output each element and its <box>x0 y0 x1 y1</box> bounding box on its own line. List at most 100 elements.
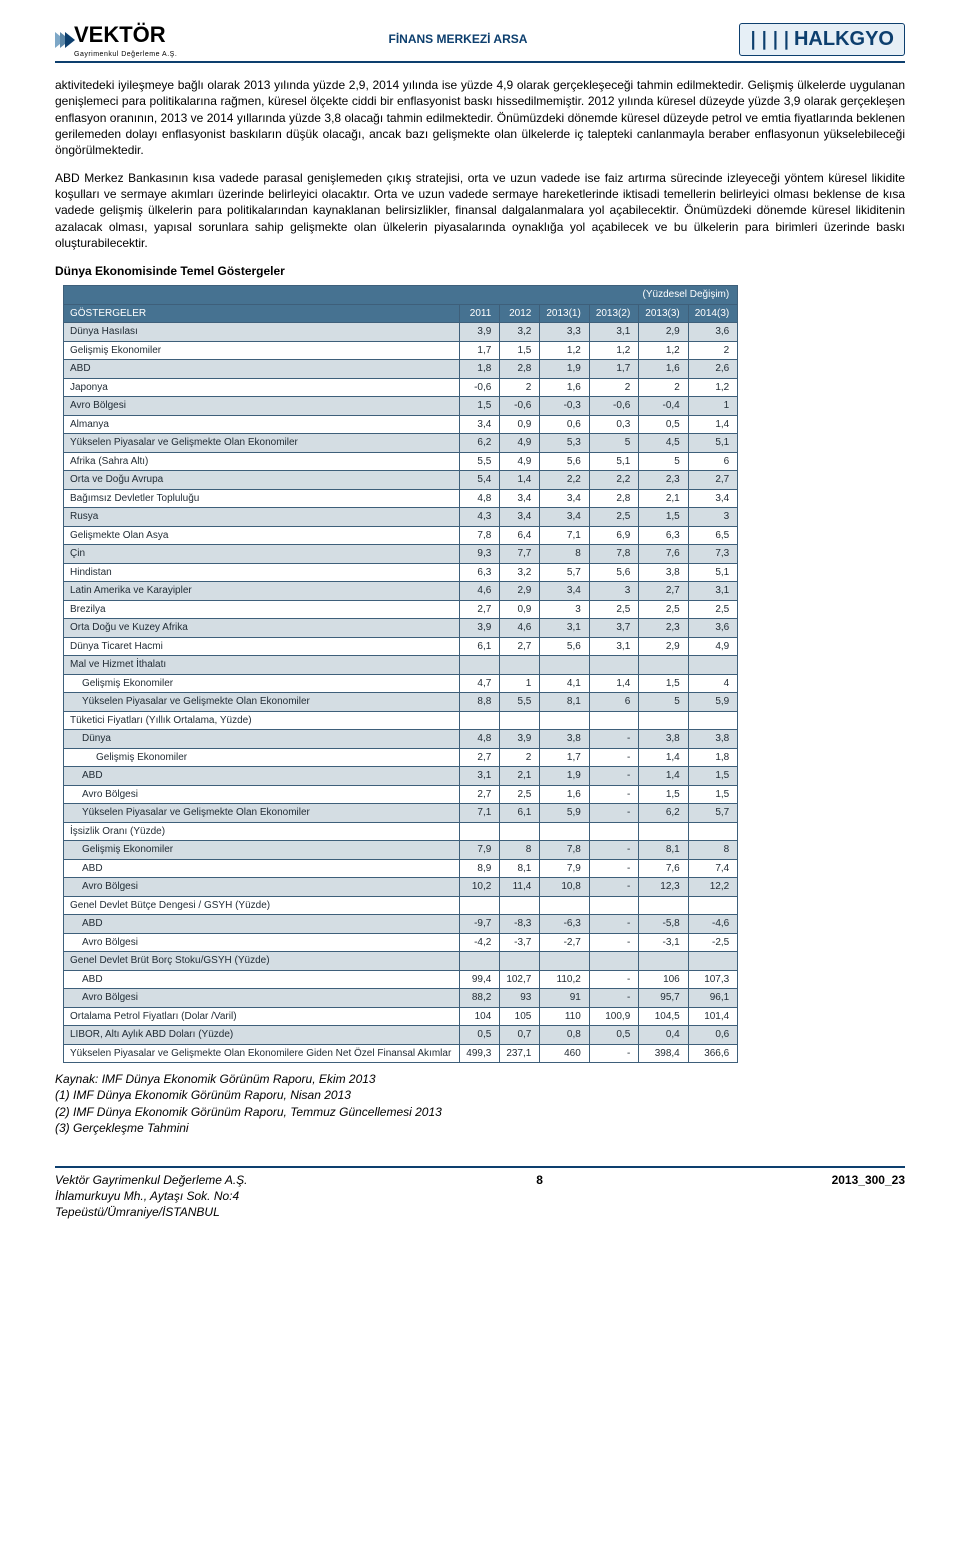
cell-value: 2,2 <box>589 471 638 490</box>
cell-value <box>688 952 737 971</box>
cell-value: 6,5 <box>688 526 737 545</box>
cell-value: 2,8 <box>500 360 540 379</box>
cell-value: 0,5 <box>460 1026 500 1045</box>
row-label: Orta ve Doğu Avrupa <box>64 471 460 490</box>
cell-value: 4,8 <box>460 730 500 749</box>
row-label: Almanya <box>64 415 460 434</box>
cell-value: 6,1 <box>460 637 500 656</box>
cell-value: 2,5 <box>639 600 688 619</box>
cell-value: 2 <box>688 341 737 360</box>
cell-value: -0,6 <box>460 378 500 397</box>
cell-value: - <box>589 933 638 952</box>
row-label: Latin Amerika ve Karayipler <box>64 582 460 601</box>
table-row: Avro Bölgesi88,29391-95,796,1 <box>64 989 738 1008</box>
cell-value: 110,2 <box>540 970 589 989</box>
cell-value: 2,5 <box>589 508 638 527</box>
cell-value: - <box>589 878 638 897</box>
table-row: İşsizlik Oranı (Yüzde) <box>64 822 738 841</box>
row-label: ABD <box>64 970 460 989</box>
row-label: Mal ve Hizmet İthalatı <box>64 656 460 675</box>
row-label: Yükselen Piyasalar ve Gelişmekte Olan Ek… <box>64 693 460 712</box>
cell-value <box>500 822 540 841</box>
cell-value: 7,8 <box>589 545 638 564</box>
cell-value: 6,1 <box>500 804 540 823</box>
cell-value: 6 <box>688 452 737 471</box>
table-row: Orta ve Doğu Avrupa5,41,42,22,22,32,7 <box>64 471 738 490</box>
cell-value: 0,6 <box>540 415 589 434</box>
cell-value: -4,6 <box>688 915 737 934</box>
cell-value: 5 <box>639 452 688 471</box>
cell-value <box>639 952 688 971</box>
row-label: Tüketici Fiyatları (Yıllık Ortalama, Yüz… <box>64 711 460 730</box>
cell-value: 1,4 <box>500 471 540 490</box>
cell-value: -3,1 <box>639 933 688 952</box>
cell-value: 3 <box>688 508 737 527</box>
column-header: 2012 <box>500 304 540 323</box>
page-number: 8 <box>536 1172 543 1221</box>
row-label: Gelişmiş Ekonomiler <box>64 341 460 360</box>
row-label: Yükselen Piyasalar ve Gelişmekte Olan Ek… <box>64 804 460 823</box>
cell-value: 3,9 <box>500 730 540 749</box>
table-row: ABD-9,7-8,3-6,3--5,8-4,6 <box>64 915 738 934</box>
left-brand-sub: Gayrimenkul Değerleme A.Ş. <box>74 50 177 59</box>
cell-value: 3,8 <box>688 730 737 749</box>
cell-value: 1,4 <box>639 748 688 767</box>
cell-value: 1,5 <box>460 397 500 416</box>
column-header: GÖSTERGELER <box>64 304 460 323</box>
cell-value: 5,1 <box>688 563 737 582</box>
cell-value: 110 <box>540 1007 589 1026</box>
cell-value: 8,1 <box>639 841 688 860</box>
cell-value: 93 <box>500 989 540 1008</box>
cell-value <box>460 656 500 675</box>
cell-value: 1,2 <box>639 341 688 360</box>
cell-value <box>589 711 638 730</box>
cell-value: 6,3 <box>639 526 688 545</box>
row-label: Dünya Hasılası <box>64 323 460 342</box>
left-brand-text: VEKTÖR <box>74 22 166 47</box>
cell-value: 4,5 <box>639 434 688 453</box>
cell-value: 1,9 <box>540 360 589 379</box>
cell-value: 9,3 <box>460 545 500 564</box>
cell-value: 7,8 <box>460 526 500 545</box>
cell-value: 7,4 <box>688 859 737 878</box>
cell-value: 1,5 <box>639 508 688 527</box>
cell-value <box>460 952 500 971</box>
cell-value <box>688 822 737 841</box>
table-row: Avro Bölgesi2,72,51,6-1,51,5 <box>64 785 738 804</box>
cell-value <box>500 656 540 675</box>
cell-value: 499,3 <box>460 1044 500 1063</box>
row-label: ABD <box>64 360 460 379</box>
cell-value: 5,5 <box>500 693 540 712</box>
cell-value: 366,6 <box>688 1044 737 1063</box>
cell-value: 1 <box>500 674 540 693</box>
cell-value: 95,7 <box>639 989 688 1008</box>
cell-value: 4,6 <box>500 619 540 638</box>
column-header: 2013(3) <box>639 304 688 323</box>
cell-value: 460 <box>540 1044 589 1063</box>
row-label: Avro Bölgesi <box>64 989 460 1008</box>
cell-value <box>460 896 500 915</box>
cell-value <box>460 822 500 841</box>
cell-value: 2,6 <box>688 360 737 379</box>
cell-value: 2,7 <box>639 582 688 601</box>
cell-value: 2 <box>589 378 638 397</box>
cell-value <box>500 952 540 971</box>
cell-value: -0,4 <box>639 397 688 416</box>
cell-value: 3,1 <box>589 323 638 342</box>
cell-value: 3,4 <box>500 508 540 527</box>
cell-value: 8 <box>688 841 737 860</box>
footer-line: Tepeüstü/Ümraniye/İSTANBUL <box>55 1204 248 1220</box>
cell-value: 0,5 <box>639 415 688 434</box>
cell-value: 5,6 <box>589 563 638 582</box>
cell-value: -3,7 <box>500 933 540 952</box>
cell-value: - <box>589 915 638 934</box>
cell-value: 2,5 <box>589 600 638 619</box>
row-label: Avro Bölgesi <box>64 397 460 416</box>
cell-value: 1,6 <box>639 360 688 379</box>
row-label: Gelişmiş Ekonomiler <box>64 674 460 693</box>
cell-value <box>540 952 589 971</box>
cell-value: 1,5 <box>639 785 688 804</box>
source-line: (1) IMF Dünya Ekonomik Görünüm Raporu, N… <box>55 1087 905 1103</box>
cell-value: 104,5 <box>639 1007 688 1026</box>
cell-value: 1,4 <box>639 767 688 786</box>
